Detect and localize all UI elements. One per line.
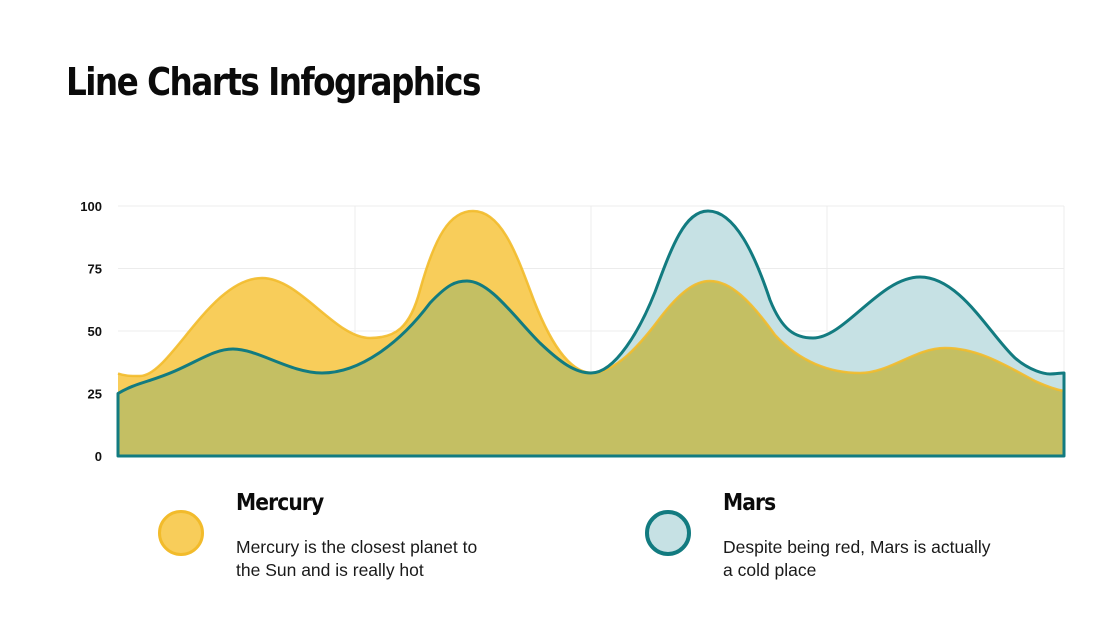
legend-desc-mars: Despite being red, Mars is actually a co… bbox=[723, 537, 991, 580]
legend-title-mars: Mars bbox=[723, 490, 776, 516]
y-tick-25: 25 bbox=[88, 387, 102, 402]
legend-title-mercury: Mercury bbox=[236, 490, 324, 516]
overlap-area bbox=[118, 211, 1064, 456]
y-tick-50: 50 bbox=[88, 324, 102, 339]
legend-desc-mercury: Mercury is the closest planet to the Sun… bbox=[236, 537, 478, 580]
mercury-circle-icon bbox=[158, 510, 204, 556]
y-axis-labels: 0 25 50 75 100 bbox=[80, 199, 102, 464]
mars-circle-icon bbox=[645, 510, 691, 556]
y-tick-75: 75 bbox=[88, 262, 102, 277]
mars-line bbox=[116, 209, 1066, 458]
mercury-line bbox=[117, 209, 1065, 393]
page-title: Line Charts Infographics bbox=[66, 60, 481, 104]
y-tick-100: 100 bbox=[80, 199, 102, 214]
y-tick-0: 0 bbox=[95, 449, 102, 464]
